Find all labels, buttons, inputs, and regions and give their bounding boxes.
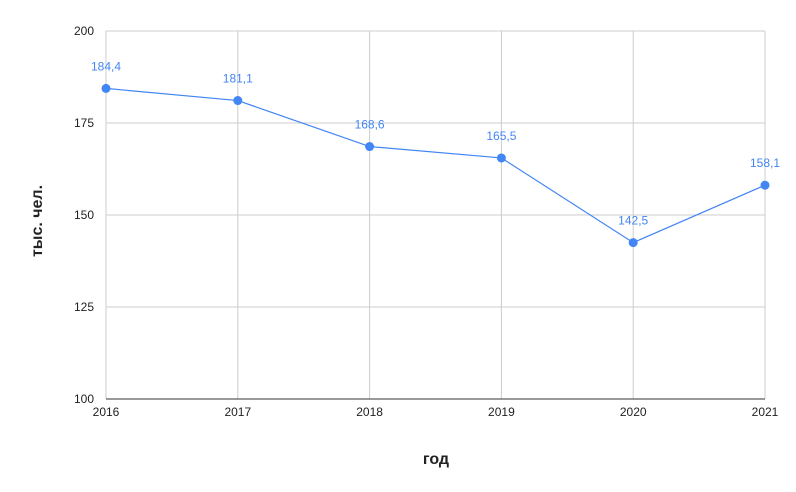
- x-tick-label: 2016: [93, 405, 120, 419]
- data-label: 181,1: [223, 72, 253, 86]
- data-label: 184,4: [91, 59, 121, 73]
- x-tick-label: 2020: [620, 405, 647, 419]
- series-line: [105, 87, 766, 244]
- x-tick-label: 2019: [488, 405, 515, 419]
- x-tick-label: 2021: [752, 405, 779, 419]
- y-tick-label: 150: [74, 208, 94, 222]
- data-point: [628, 238, 638, 248]
- data-label: 142,5: [618, 214, 648, 228]
- y-tick-labels: 100 125 150 175 200: [74, 24, 94, 406]
- x-tick-label: 2018: [356, 405, 383, 419]
- y-axis-title: тыс. чел.: [29, 185, 46, 257]
- data-point: [233, 96, 243, 106]
- y-gridlines: [106, 30, 765, 308]
- data-points: [101, 83, 770, 248]
- data-point: [496, 153, 506, 163]
- data-point: [365, 142, 375, 152]
- x-axis-title: год: [423, 451, 449, 468]
- data-label: 165,5: [486, 129, 516, 143]
- data-point: [101, 83, 111, 93]
- data-label: 168,6: [355, 118, 385, 132]
- x-tick-labels: 2016 2017 2018 2019 2020 2021: [93, 405, 779, 419]
- y-tick-label: 100: [74, 392, 94, 406]
- y-tick-label: 200: [74, 24, 94, 38]
- y-tick-label: 175: [74, 116, 94, 130]
- data-point: [760, 180, 770, 190]
- x-tick-label: 2017: [224, 405, 251, 419]
- y-tick-label: 125: [74, 300, 94, 314]
- data-label: 158,1: [750, 156, 780, 170]
- data-labels: 184,4 181,1 168,6 165,5 142,5 158,1: [91, 59, 780, 227]
